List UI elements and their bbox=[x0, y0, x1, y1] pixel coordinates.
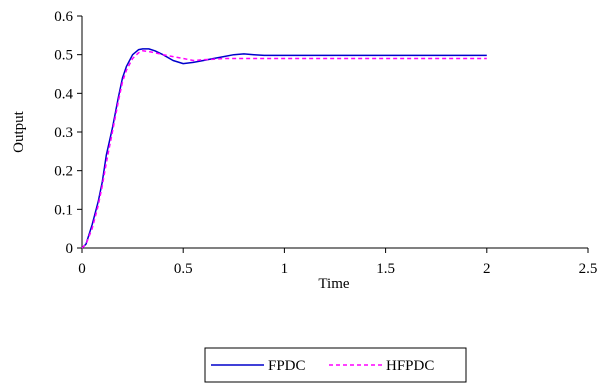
y-tick-label: 0.1 bbox=[54, 202, 73, 218]
x-axis-ticks: 0 0.5 1 1.5 2 2.5 bbox=[78, 248, 597, 277]
x-tick-label: 2 bbox=[483, 261, 491, 277]
series-line-hfpdc bbox=[81, 50, 487, 249]
y-tick-label: 0 bbox=[66, 241, 74, 257]
y-tick-label: 0.2 bbox=[54, 164, 73, 180]
x-tick-label: 2.5 bbox=[579, 261, 598, 277]
y-tick-label: 0.4 bbox=[54, 86, 73, 102]
legend: FPDC HFPDC bbox=[204, 347, 467, 383]
x-tick-label: 1.5 bbox=[376, 261, 395, 277]
x-axis-title: Time bbox=[318, 276, 349, 292]
y-tick-label: 0.5 bbox=[54, 48, 73, 64]
x-tick-label: 0 bbox=[78, 261, 86, 277]
y-tick-label: 0.3 bbox=[54, 125, 73, 141]
legend-label-hfpdc: HFPDC bbox=[386, 358, 434, 374]
x-tick-label: 1 bbox=[281, 261, 289, 277]
x-tick-label: 0.5 bbox=[174, 261, 193, 277]
y-tick-label: 0.6 bbox=[54, 9, 73, 25]
series-line-fpdc bbox=[81, 48, 487, 249]
legend-label-fpdc: FPDC bbox=[268, 358, 306, 374]
y-axis-title: Output bbox=[11, 110, 27, 153]
y-axis-ticks: 0 0.1 0.2 0.3 0.4 0.5 0.6 bbox=[54, 9, 82, 257]
series-layer bbox=[81, 48, 487, 249]
